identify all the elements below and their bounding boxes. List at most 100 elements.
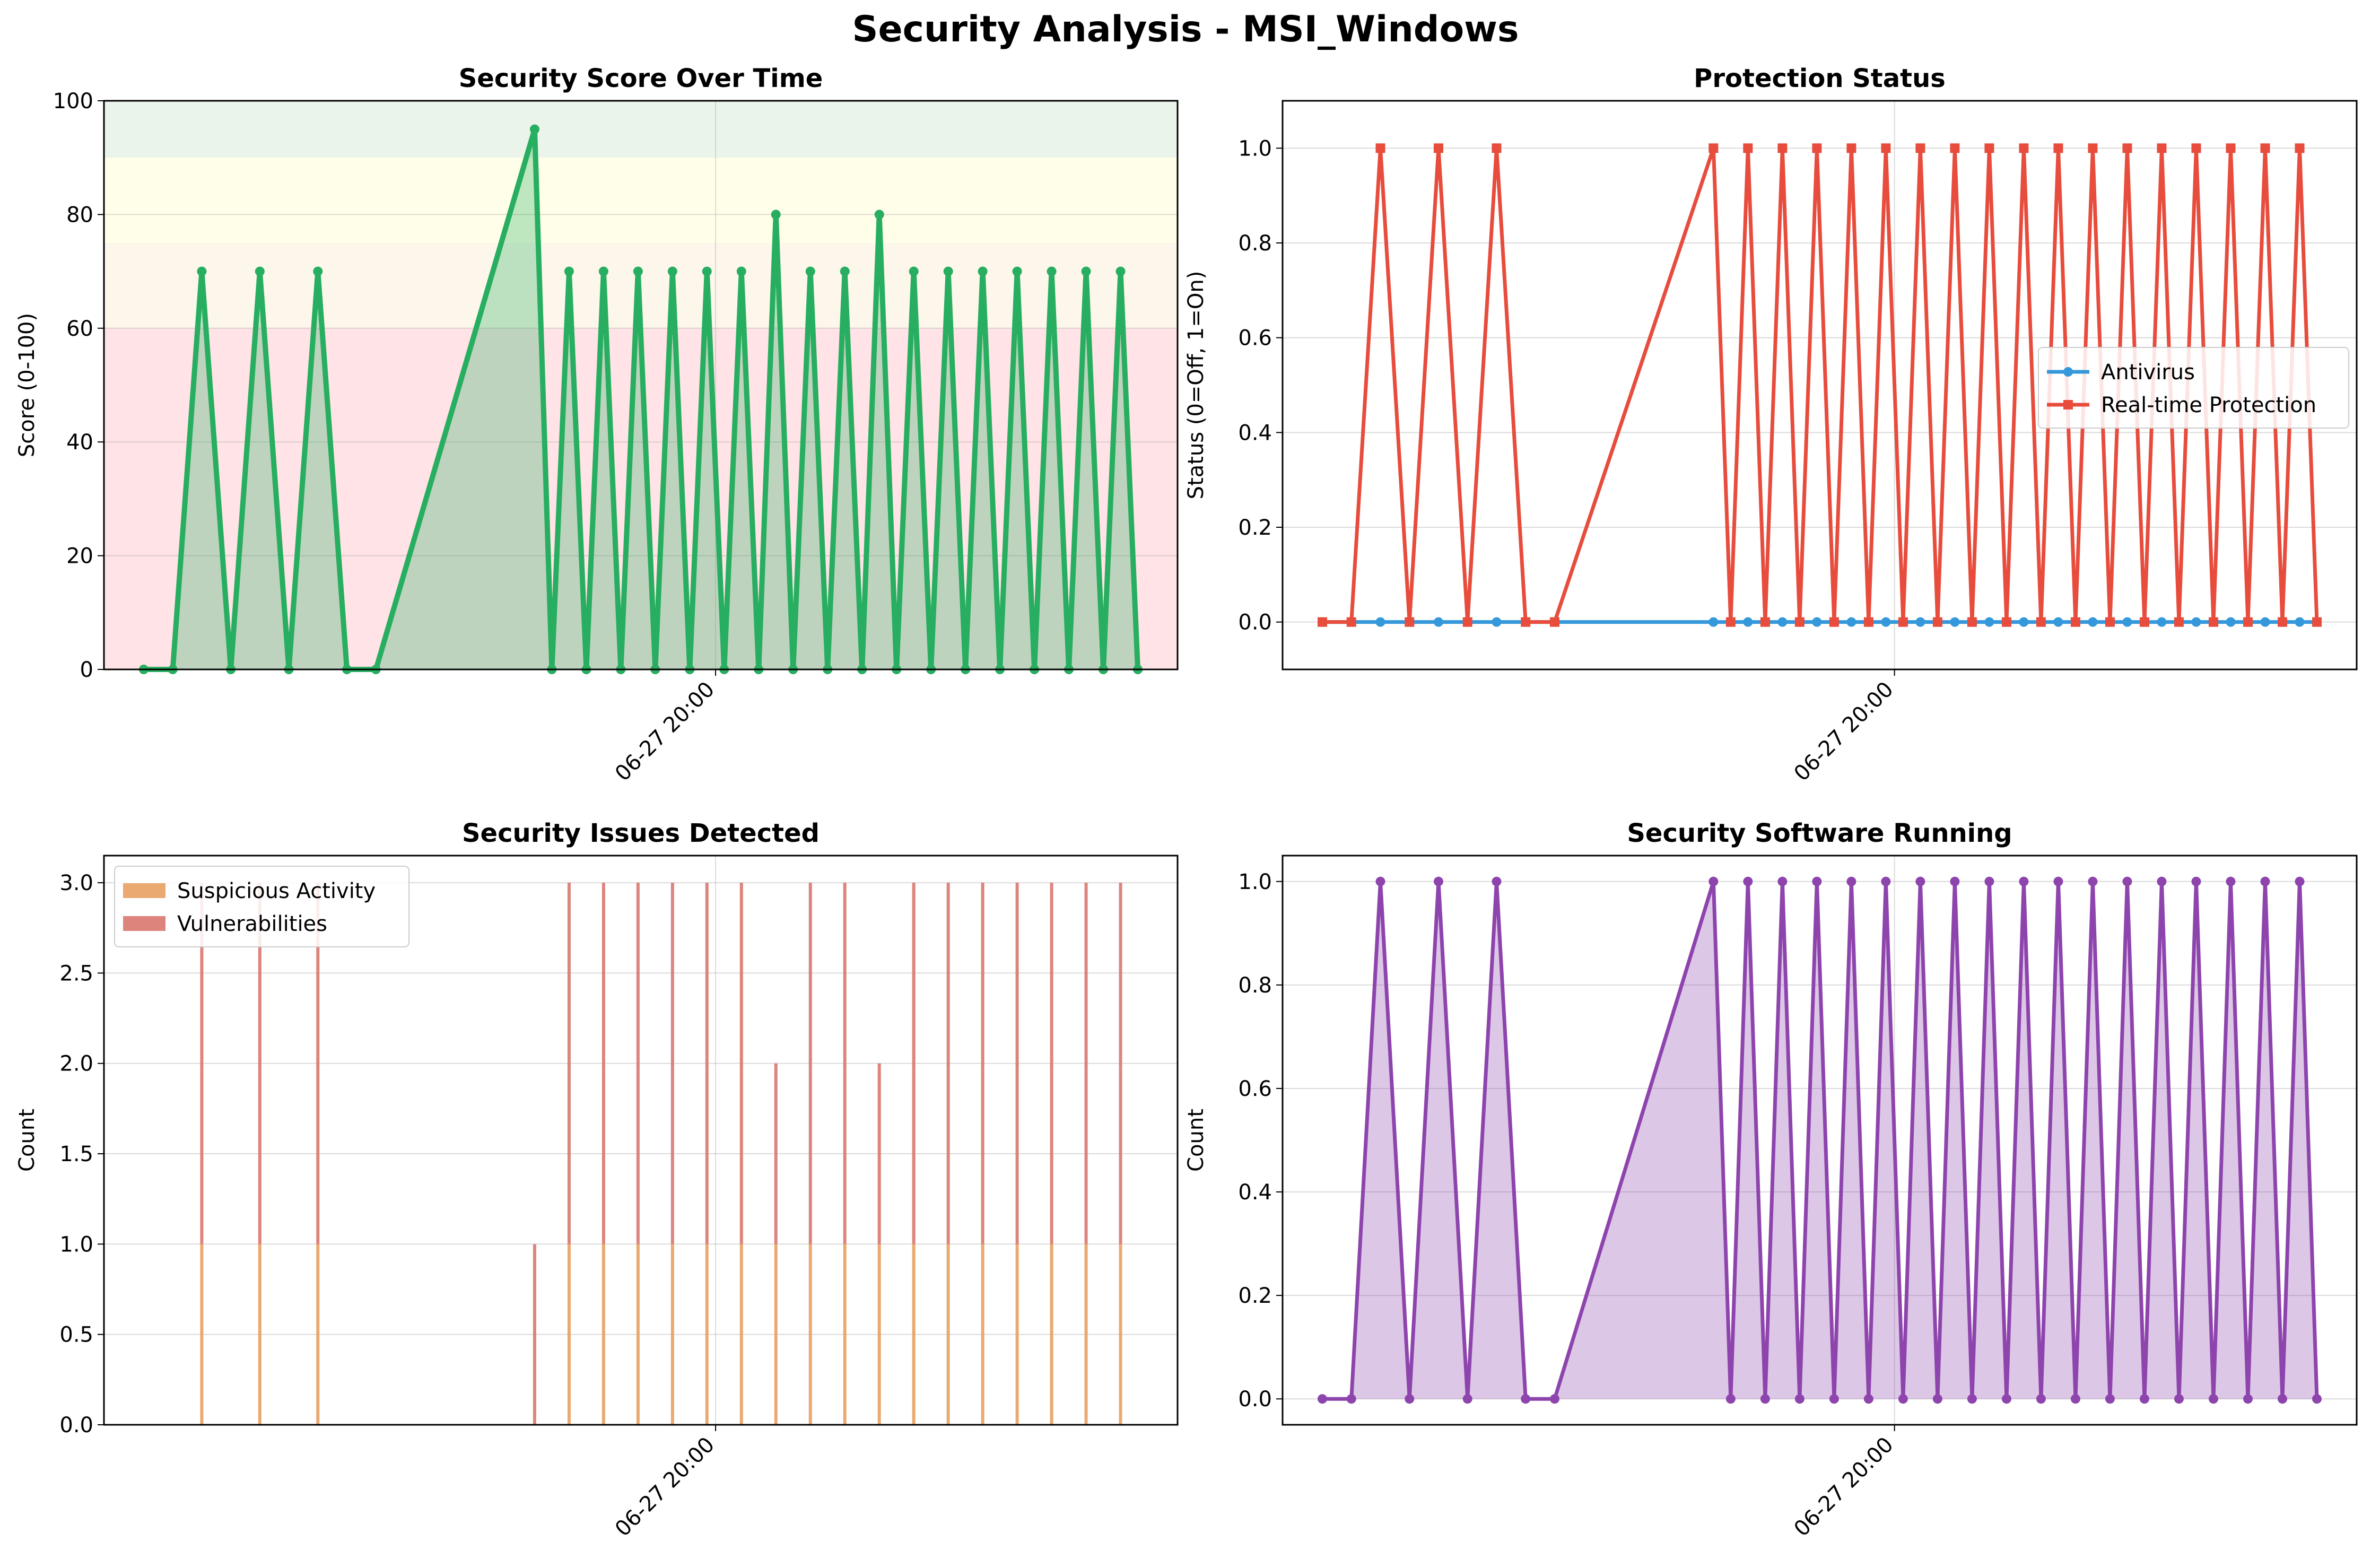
- bar-suspicious: [774, 1244, 778, 1425]
- series-marker: [1708, 876, 1719, 886]
- legend: Antivirus Real-time Protection: [2038, 347, 2349, 429]
- series-marker: [1881, 876, 1891, 886]
- y-tick-label: 0.8: [1238, 973, 1272, 998]
- series-marker: [2260, 617, 2270, 627]
- legend: Suspicious Activity Vulnerabilities: [114, 866, 409, 947]
- bar-suspicious: [258, 1244, 261, 1425]
- series-marker: [1492, 617, 1502, 627]
- legend-label: Suspicious Activity: [177, 879, 376, 903]
- figure-suptitle: Security Analysis - MSI_Windows: [852, 8, 1519, 50]
- series-marker: [2243, 617, 2253, 627]
- series-marker: [1708, 617, 1719, 627]
- y-tick-label: 0.4: [1238, 1180, 1272, 1205]
- series-marker: [1743, 876, 1753, 886]
- series-marker: [1318, 617, 1327, 627]
- series-marker: [1812, 143, 1822, 153]
- bar-vulnerabilities: [981, 883, 984, 1244]
- series-marker: [633, 266, 643, 276]
- y-tick-label: 100: [53, 89, 93, 114]
- series-marker: [1743, 617, 1753, 627]
- y-tick-label: 2.5: [59, 961, 93, 986]
- series-marker: [1829, 617, 1839, 627]
- series-marker: [874, 210, 884, 220]
- series-marker: [2174, 1394, 2184, 1404]
- bar-vulnerabilities: [877, 1063, 881, 1244]
- bar-suspicious: [843, 1244, 847, 1425]
- series-marker: [1863, 617, 1873, 627]
- series-marker: [1318, 1394, 1327, 1404]
- panel-title: Security Issues Detected: [462, 818, 820, 848]
- y-axis-label: Score (0-100): [15, 313, 39, 457]
- bar-vulnerabilities: [912, 883, 916, 1244]
- series-marker: [2139, 617, 2149, 627]
- y-axis-label: Count: [15, 1109, 39, 1172]
- series-marker: [1375, 876, 1385, 886]
- bar-vulnerabilities: [1084, 883, 1088, 1244]
- score-band-2: [104, 158, 1178, 243]
- series-marker: [2260, 143, 2270, 153]
- panel-security-score: 0 20 40 60 80 100 06-27 20:00 Security Score Ov…: [15, 64, 1179, 786]
- series-marker: [2191, 876, 2201, 886]
- series-marker: [2191, 143, 2201, 153]
- series-marker: [1846, 617, 1856, 627]
- bar-vulnerabilities: [670, 883, 674, 1244]
- series-marker: [2105, 617, 2115, 627]
- series-marker: [2139, 1394, 2149, 1404]
- y-tick-label: 20: [66, 544, 93, 569]
- bar-suspicious: [567, 1244, 571, 1425]
- series-marker: [2019, 143, 2029, 153]
- series-marker: [2226, 876, 2236, 886]
- series-marker: [2088, 617, 2098, 627]
- bar-suspicious: [316, 1244, 320, 1425]
- series-marker: [1521, 617, 1531, 627]
- series-marker: [1932, 617, 1942, 627]
- series-marker: [255, 266, 265, 276]
- series-marker: [1984, 617, 1994, 627]
- series-marker: [1777, 876, 1788, 886]
- y-tick-label: 1.0: [59, 1232, 93, 1257]
- legend-label: Real-time Protection: [2101, 393, 2316, 417]
- series-marker: [2157, 876, 2167, 886]
- panel-security-software: 0.0 0.2 0.4 0.6 0.8 1.0 06-27 20:00 Security So…: [1184, 818, 2358, 1541]
- series-marker: [840, 266, 850, 276]
- bar-vulnerabilities: [258, 883, 261, 1244]
- series-marker: [2122, 876, 2132, 886]
- series-marker: [2122, 143, 2132, 153]
- series-marker: [1462, 617, 1472, 627]
- series-marker: [2277, 1394, 2287, 1404]
- series-marker: [2208, 617, 2218, 627]
- series-marker: [1725, 617, 1736, 627]
- series-marker: [1881, 617, 1891, 627]
- series-marker: [2157, 617, 2167, 627]
- bar-vulnerabilities: [1119, 883, 1122, 1244]
- series-marker: [1950, 876, 1960, 886]
- series-marker: [1794, 1394, 1805, 1404]
- series-marker: [1405, 1394, 1415, 1404]
- y-tick-label: 80: [66, 203, 93, 227]
- series-marker: [2226, 617, 2236, 627]
- x-tick-label: 06-27 20:00: [1789, 1433, 1898, 1541]
- bar-vulnerabilities: [533, 1244, 536, 1425]
- series-marker: [1047, 266, 1057, 276]
- y-tick-label: 1.0: [1238, 870, 1272, 894]
- series-marker: [805, 266, 815, 276]
- series-marker: [909, 266, 919, 276]
- series-marker: [2260, 876, 2270, 886]
- series-marker: [1433, 876, 1443, 886]
- series-marker: [2019, 876, 2029, 886]
- bar-suspicious: [200, 1244, 204, 1425]
- series-marker: [2295, 617, 2305, 627]
- bar-vulnerabilities: [843, 883, 847, 1244]
- y-tick-label: 0.0: [59, 1413, 93, 1438]
- series-marker: [2208, 1394, 2218, 1404]
- panel-protection-status: 0.0 0.2 0.4 0.6 0.8 1.0 06-27 20:00 Protection …: [1184, 64, 2358, 786]
- series-marker: [2036, 617, 2046, 627]
- series-marker: [1375, 143, 1385, 153]
- series-marker: [1346, 617, 1356, 627]
- legend-swatch: [123, 916, 165, 931]
- series-marker: [1915, 617, 1925, 627]
- y-tick-label: 3.0: [59, 871, 93, 895]
- series-marker: [2226, 143, 2236, 153]
- series-marker: [1012, 266, 1022, 276]
- legend-marker: [2063, 400, 2073, 410]
